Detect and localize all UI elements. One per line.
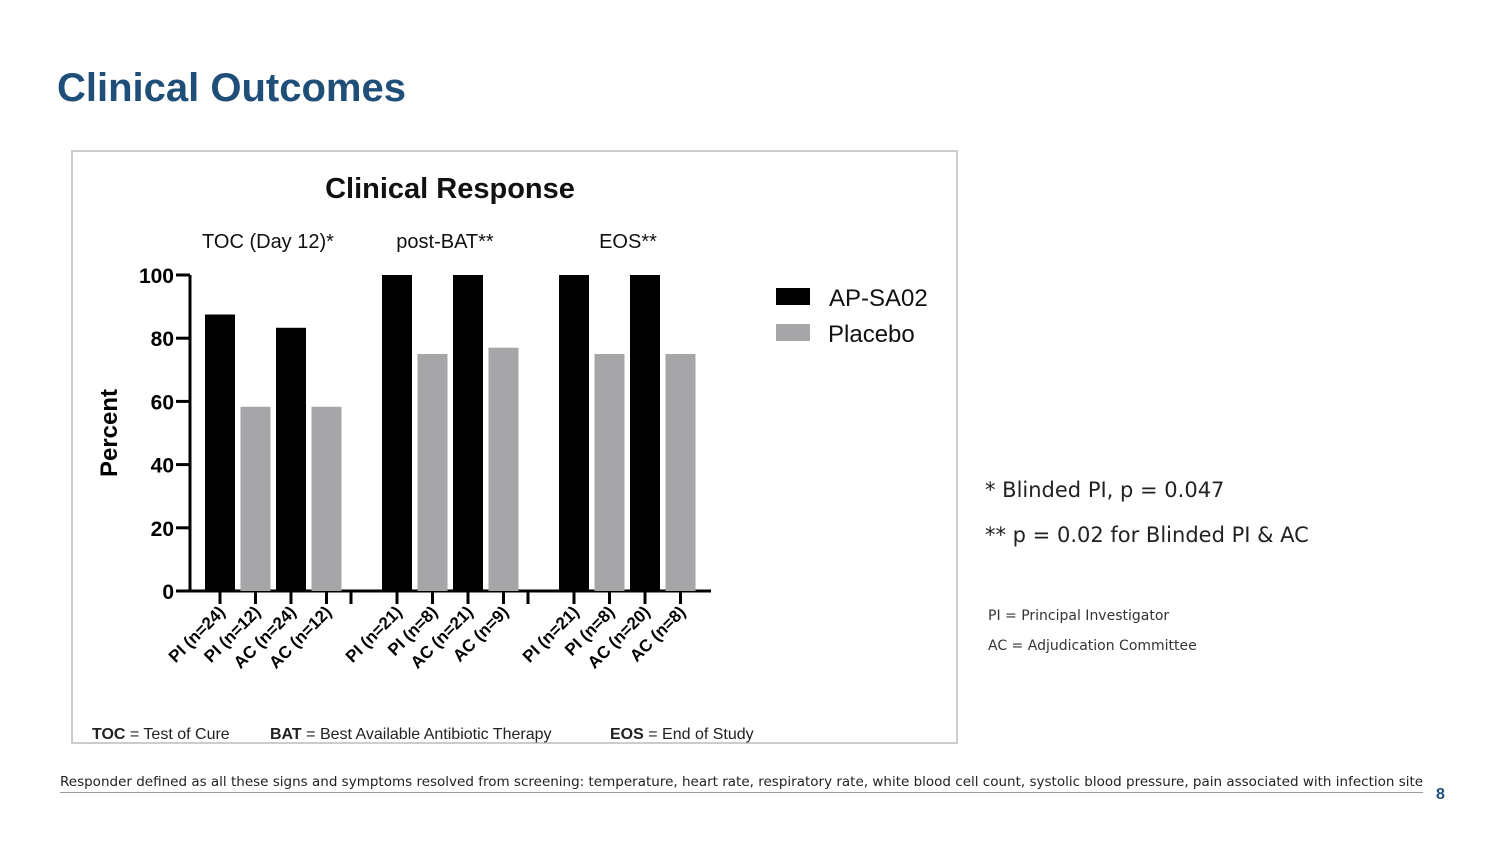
bar-ap-sa02: [276, 327, 306, 591]
page-title: Clinical Outcomes: [57, 66, 406, 110]
footnote-p2: ** p = 0.02 for Blinded PI & AC: [985, 523, 1309, 547]
y-tick-label: 40: [151, 455, 174, 478]
group-label: EOS**: [599, 231, 657, 253]
group-label: post-BAT**: [396, 231, 494, 253]
page-number: 8: [1436, 786, 1445, 803]
clinical-response-chart: Clinical Response 0 20 40 60 80 100 Percent TOC …: [96, 173, 928, 672]
legend-swatch-placebo: [776, 324, 810, 341]
responder-note: Responder defined as all these signs and…: [60, 774, 1424, 793]
y-tick-label: 0: [162, 581, 174, 604]
y-tick-label: 60: [151, 391, 174, 414]
bar-ap-sa02: [382, 275, 412, 591]
bar-ap-sa02: [205, 314, 235, 591]
footnote-ac-def: AC = Adjudication Committee: [988, 638, 1197, 654]
legend-label-placebo: Placebo: [828, 321, 915, 348]
bar-ap-sa02: [630, 275, 660, 591]
abbrev-toc: TOC = Test of Cure: [92, 726, 230, 743]
bar-placebo: [488, 347, 519, 591]
bar-placebo: [417, 354, 448, 591]
y-tick-label: 80: [151, 328, 174, 351]
y-tick-label: 20: [151, 518, 174, 541]
abbrev-eos: EOS = End of Study: [610, 726, 754, 743]
bar-placebo: [594, 354, 625, 591]
abbrev-bat: BAT = Best Available Antibiotic Therapy: [270, 726, 552, 743]
chart-title: Clinical Response: [325, 173, 575, 205]
y-tick-label: 100: [139, 265, 174, 288]
legend-swatch-ap-sa02: [776, 288, 810, 305]
group-label: TOC (Day 12)*: [202, 231, 334, 253]
bar-ap-sa02: [559, 275, 589, 591]
bar-placebo: [665, 354, 696, 591]
bar-placebo: [240, 406, 271, 591]
bar-placebo: [311, 406, 342, 591]
footnote-p1: * Blinded PI, p = 0.047: [985, 478, 1225, 502]
legend-label-ap-sa02: AP-SA02: [829, 285, 928, 312]
bar-ap-sa02: [453, 275, 483, 591]
footnote-pi-def: PI = Principal Investigator: [988, 608, 1170, 624]
y-axis-label: Percent: [96, 389, 123, 477]
chart-panel: Clinical Response 0 20 40 60 80 100 Percent TOC …: [71, 150, 958, 744]
